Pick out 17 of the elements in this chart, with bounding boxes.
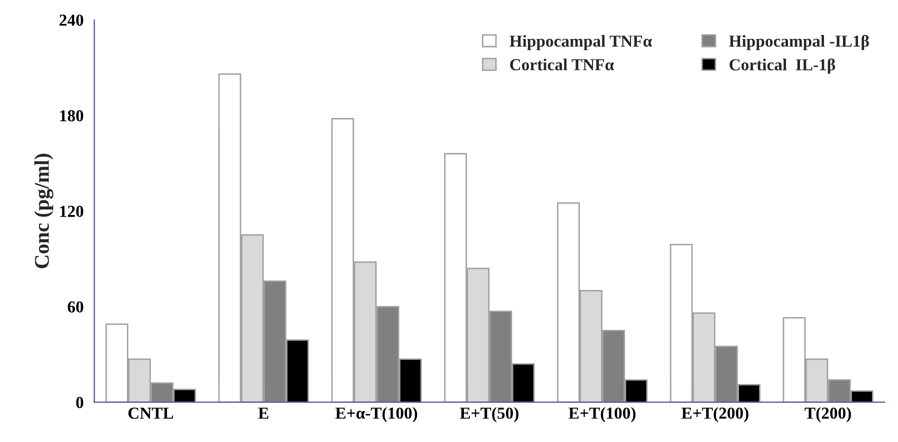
x-tick-label: E+α-T(100) [335,407,418,422]
y-tick-label: 60 [68,301,84,313]
y-tick-label: 0 [76,396,84,408]
x-tick-label: E+T(50) [460,407,518,422]
x-tick-label: T(200) [804,407,851,422]
legend-label: Cortical IL-1β [730,58,836,74]
x-tick-label: E [258,408,268,419]
y-tick-label: 240 [60,14,84,26]
legend-label: Cortical TNFα [510,58,614,70]
legend-label: Hippocampal -IL1β [729,34,869,50]
y-tick-label: 180 [60,110,84,122]
x-tick-label: E+T(200) [682,407,748,422]
y-axis-title: Conc (pg/ml) [34,154,54,268]
x-tick-label: E+T(100) [568,407,636,422]
legend-label: Hippocampal TNFα [510,35,652,50]
y-tick-label: 120 [60,206,84,217]
x-tick-label: CNTL [128,408,174,419]
